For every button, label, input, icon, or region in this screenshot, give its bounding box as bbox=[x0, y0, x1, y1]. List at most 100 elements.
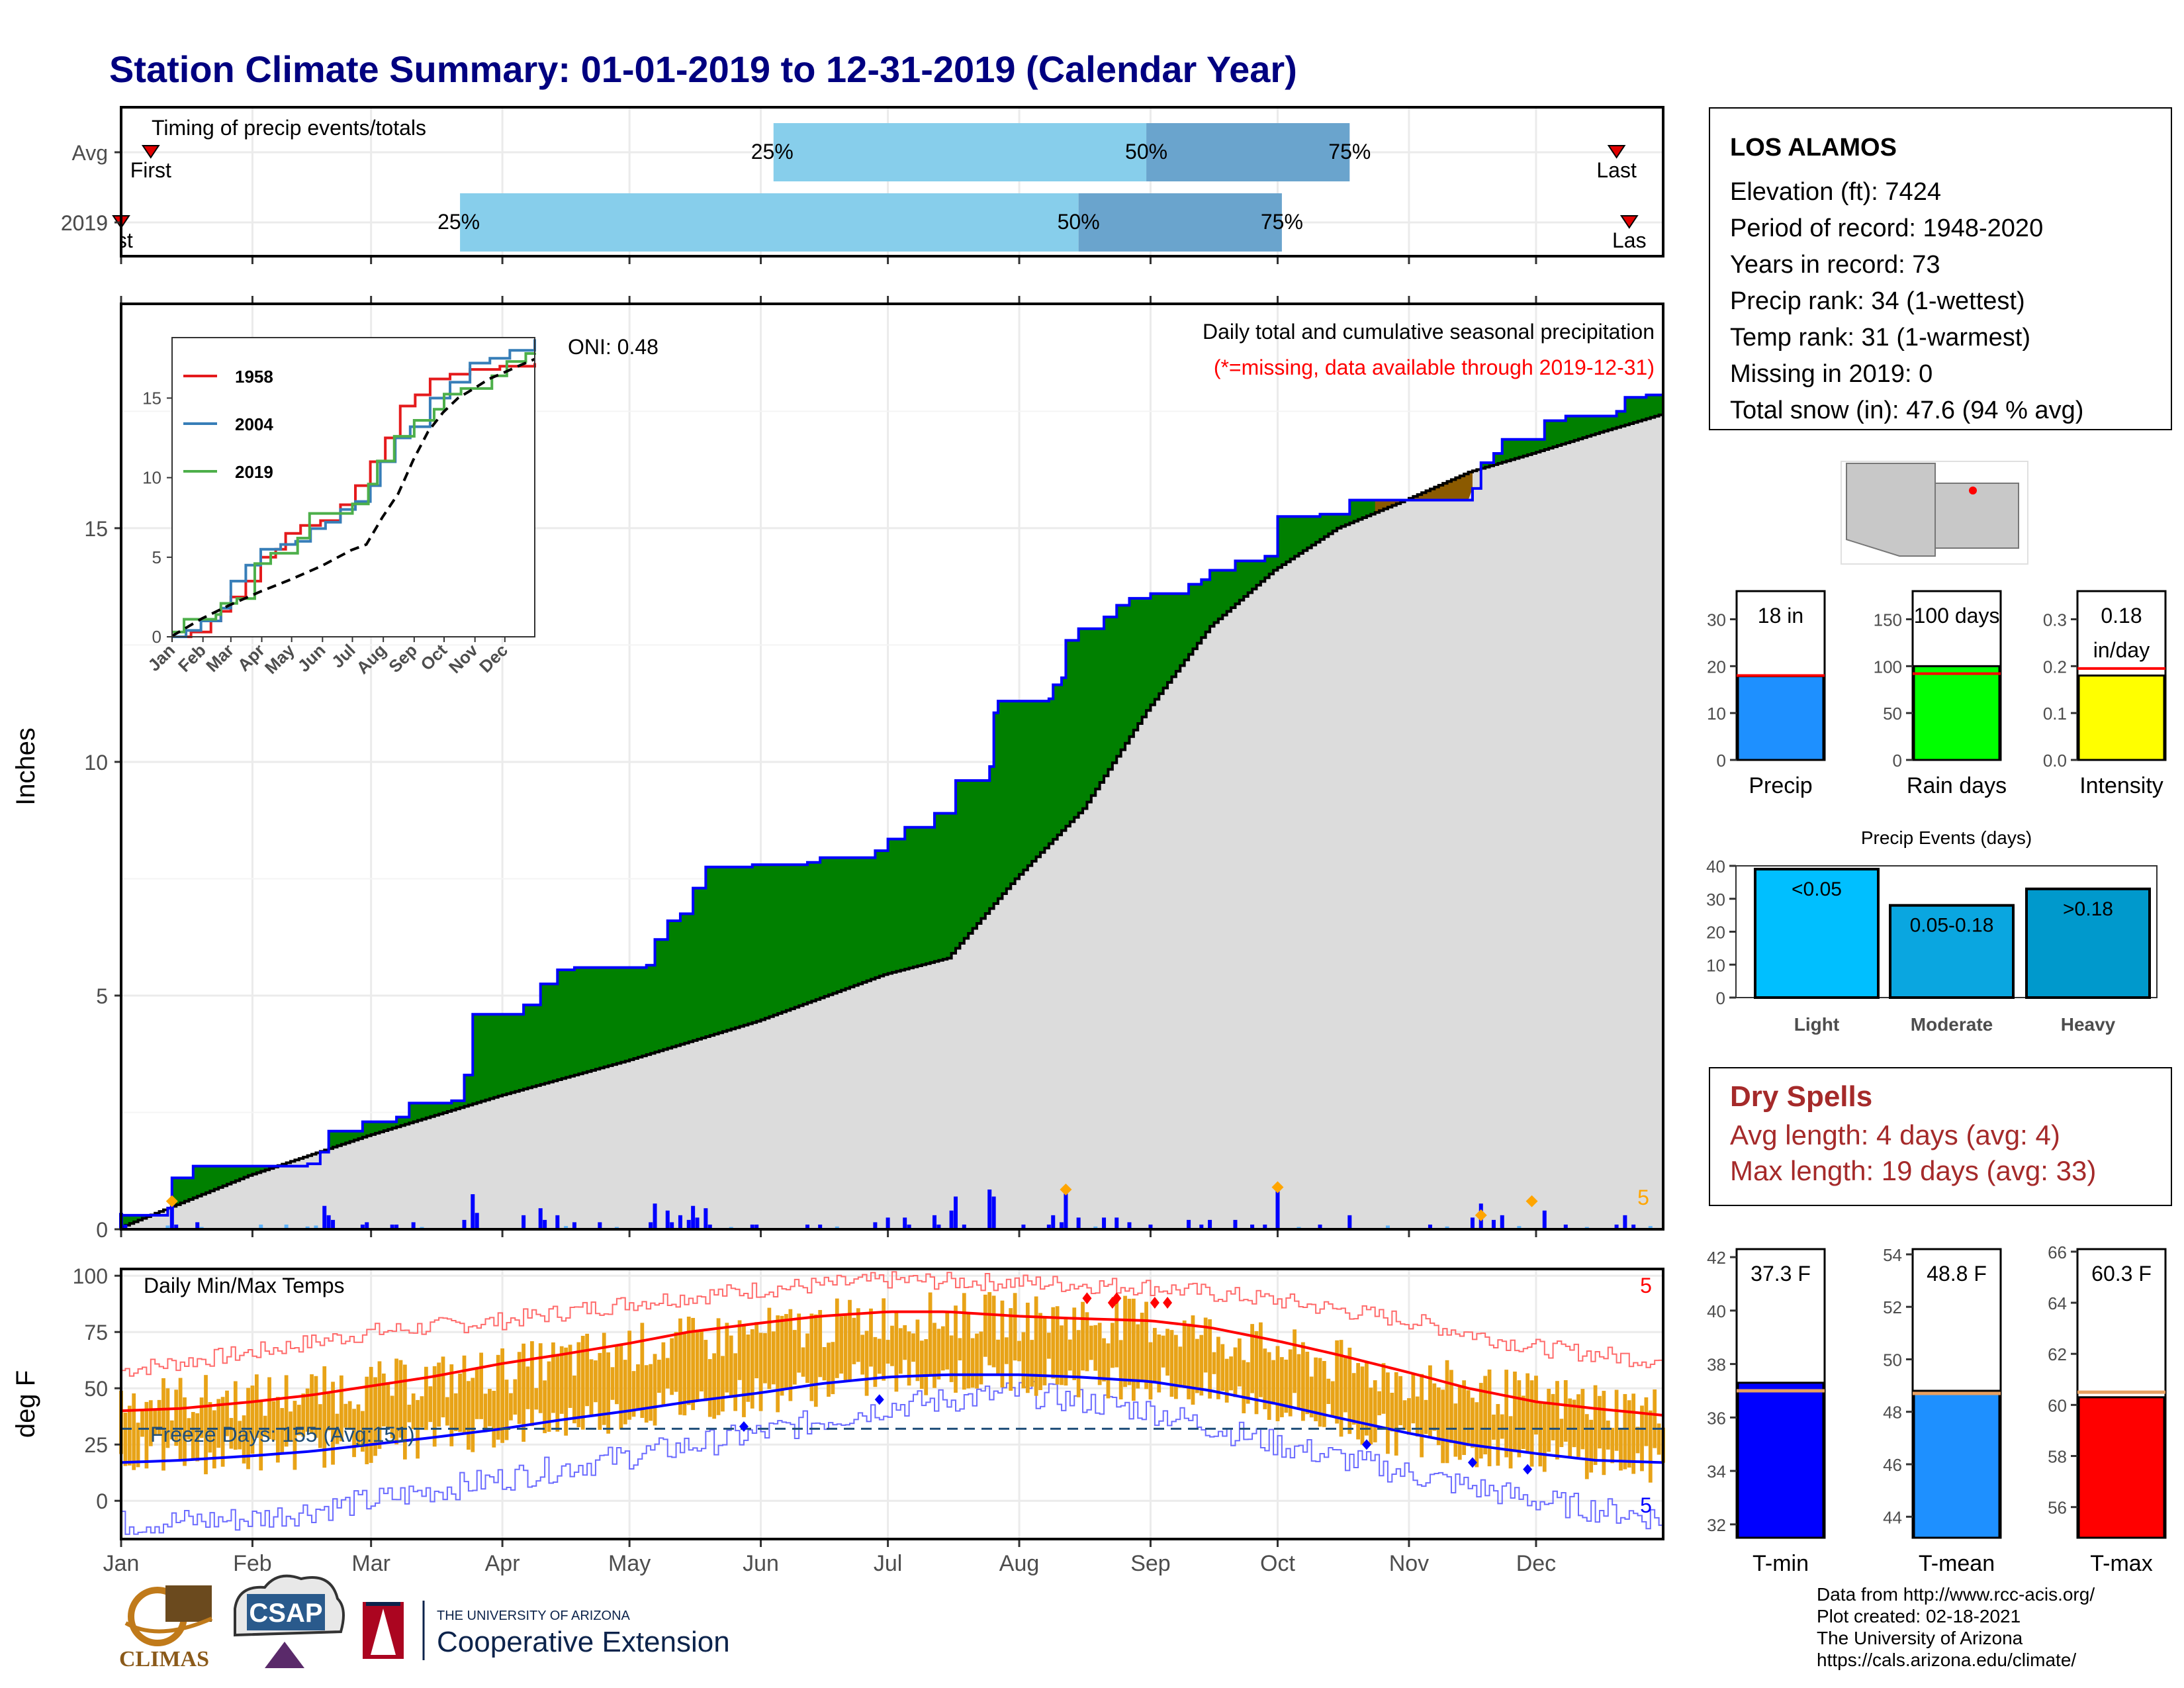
temp-daily-bar bbox=[670, 1338, 674, 1395]
temp-daily-bar bbox=[229, 1418, 234, 1449]
station-period: Period of record: 1948-2020 bbox=[1730, 214, 2044, 242]
mini-panel-value-label: 48.8 F bbox=[1927, 1262, 1987, 1286]
temp-daily-bar bbox=[911, 1333, 915, 1362]
precip-daily-bar bbox=[665, 1210, 670, 1229]
mini-panel-y-tick-label: 50 bbox=[1883, 1350, 1902, 1370]
temp-record-low-marker bbox=[1467, 1457, 1477, 1468]
temp-daily-bar bbox=[839, 1316, 844, 1374]
temp-daily-bar bbox=[1635, 1427, 1640, 1454]
page-title: Station Climate Summary: 01-01-2019 to 1… bbox=[109, 48, 1297, 90]
temp-daily-bar bbox=[1356, 1363, 1361, 1440]
precip-daily-bar bbox=[750, 1224, 754, 1229]
timing-bar-q25-q50 bbox=[773, 123, 1147, 181]
events-x-label: Moderate bbox=[1911, 1014, 1993, 1035]
temp-daily-bar bbox=[504, 1380, 509, 1440]
temp-daily-bar bbox=[1390, 1392, 1394, 1432]
temp-daily-bar bbox=[271, 1401, 276, 1440]
temp-daily-bar bbox=[449, 1364, 454, 1446]
temp-daily-bar bbox=[305, 1388, 310, 1432]
temp-daily-bar bbox=[559, 1346, 564, 1414]
mini-panel-y-tick-label: 52 bbox=[1883, 1297, 1902, 1317]
temp-daily-bar bbox=[153, 1410, 158, 1436]
temp-daily-bar bbox=[1173, 1335, 1178, 1399]
temp-daily-bar bbox=[869, 1308, 873, 1367]
temp-x-tick-label: Mar bbox=[351, 1551, 390, 1576]
precip-daily-bar bbox=[1250, 1224, 1255, 1229]
temp-daily-bar bbox=[467, 1381, 471, 1450]
temp-daily-bar bbox=[987, 1291, 992, 1366]
temp-daily-bar bbox=[1199, 1335, 1204, 1396]
mini-panel-value-label-2: in/day bbox=[2093, 638, 2150, 662]
temp-daily-bar bbox=[373, 1377, 377, 1456]
temp-daily-bar bbox=[1373, 1380, 1377, 1442]
mini-panel-y-tick-label: 62 bbox=[2048, 1344, 2067, 1364]
ua-logo-a-inner bbox=[371, 1609, 396, 1655]
temp-daily-bar bbox=[983, 1294, 987, 1357]
temp-daily-bar bbox=[1449, 1370, 1453, 1444]
temp-daily-bar bbox=[936, 1329, 941, 1380]
temp-record-low-marker bbox=[1523, 1464, 1533, 1475]
temp-daily-bar bbox=[365, 1376, 369, 1464]
precip-daily-bar bbox=[886, 1217, 890, 1229]
precip-daily-light-bar bbox=[1517, 1226, 1522, 1229]
csap-logo-text: CSAP bbox=[249, 1599, 322, 1628]
mini-panel-y-tick-label: 60 bbox=[2048, 1395, 2067, 1415]
timing-last-marker bbox=[1607, 145, 1626, 159]
temp-daily-bar bbox=[517, 1352, 522, 1425]
precip-daily-bar bbox=[598, 1222, 602, 1229]
temp-daily-bar bbox=[576, 1342, 581, 1428]
temp-daily-bar bbox=[818, 1309, 823, 1378]
precip-daily-bar bbox=[1064, 1192, 1068, 1229]
temp-daily-bar bbox=[356, 1404, 361, 1446]
temp-daily-bar bbox=[1576, 1394, 1580, 1457]
credit-source: Data from http://www.rcc-acis.org/ bbox=[1817, 1584, 2095, 1605]
mini-panel-y-tick-label: 50 bbox=[1883, 704, 1902, 724]
events-bar-label: 0.05-0.18 bbox=[1910, 915, 1994, 937]
inset-y-tick-label: 10 bbox=[142, 468, 161, 488]
temp-daily-bar bbox=[1013, 1293, 1017, 1361]
credit-created: Plot created: 02-18-2021 bbox=[1817, 1606, 2021, 1626]
precip-daily-light-bar bbox=[165, 1225, 170, 1229]
temp-daily-bar bbox=[1030, 1340, 1034, 1387]
temp-daily-bar bbox=[157, 1399, 161, 1436]
temp-daily-bar bbox=[496, 1354, 500, 1440]
temp-daily-bar bbox=[1165, 1329, 1169, 1376]
temp-daily-bar bbox=[1224, 1358, 1229, 1403]
temp-corner-max: 5 bbox=[1640, 1274, 1652, 1297]
temp-daily-bar bbox=[208, 1402, 212, 1453]
temp-daily-bar bbox=[1254, 1331, 1259, 1415]
precip-daily-bar bbox=[1347, 1215, 1352, 1229]
temp-daily-bar bbox=[979, 1331, 983, 1385]
precip-daily-bar bbox=[1021, 1224, 1026, 1229]
temp-daily-bar bbox=[1288, 1349, 1293, 1417]
events-title: Precip Events (days) bbox=[1861, 827, 2032, 848]
mini-panel-x-label: T-min bbox=[1752, 1551, 1809, 1576]
station-elevation: Elevation (ft): 7424 bbox=[1730, 178, 1941, 206]
precip-daily-light-bar bbox=[1648, 1226, 1653, 1229]
temp-daily-bar bbox=[1271, 1360, 1275, 1405]
temp-daily-bar bbox=[606, 1352, 611, 1434]
events-bar-label: >0.18 bbox=[2063, 898, 2113, 920]
temp-record-low-marker bbox=[874, 1394, 884, 1405]
temp-daily-bar bbox=[148, 1400, 153, 1446]
temp-daily-bar bbox=[962, 1293, 966, 1390]
temp-daily-bar bbox=[721, 1356, 725, 1412]
precip-daily-bar bbox=[949, 1210, 954, 1229]
temp-daily-bar bbox=[695, 1329, 700, 1401]
temp-daily-bar bbox=[267, 1377, 271, 1440]
temp-daily-bar bbox=[1347, 1347, 1352, 1434]
temp-daily-bar bbox=[1521, 1395, 1525, 1449]
temp-daily-bar bbox=[1259, 1322, 1263, 1397]
temp-daily-bar bbox=[1106, 1343, 1111, 1399]
temp-daily-bar bbox=[704, 1340, 708, 1401]
mini-panel-bar bbox=[1737, 1382, 1825, 1539]
precip-snow-marker bbox=[1525, 1195, 1538, 1207]
temp-daily-bar bbox=[1428, 1365, 1432, 1438]
inset-y-tick-label: 5 bbox=[152, 547, 161, 567]
precip-daily-bar bbox=[1127, 1222, 1132, 1229]
temp-daily-bar bbox=[1301, 1342, 1305, 1421]
timing-last-label: Las bbox=[1612, 228, 1647, 252]
mini-panel-y-tick-label: 34 bbox=[1707, 1462, 1726, 1481]
temp-daily-bar bbox=[428, 1386, 433, 1423]
temp-daily-bar bbox=[1034, 1296, 1038, 1396]
